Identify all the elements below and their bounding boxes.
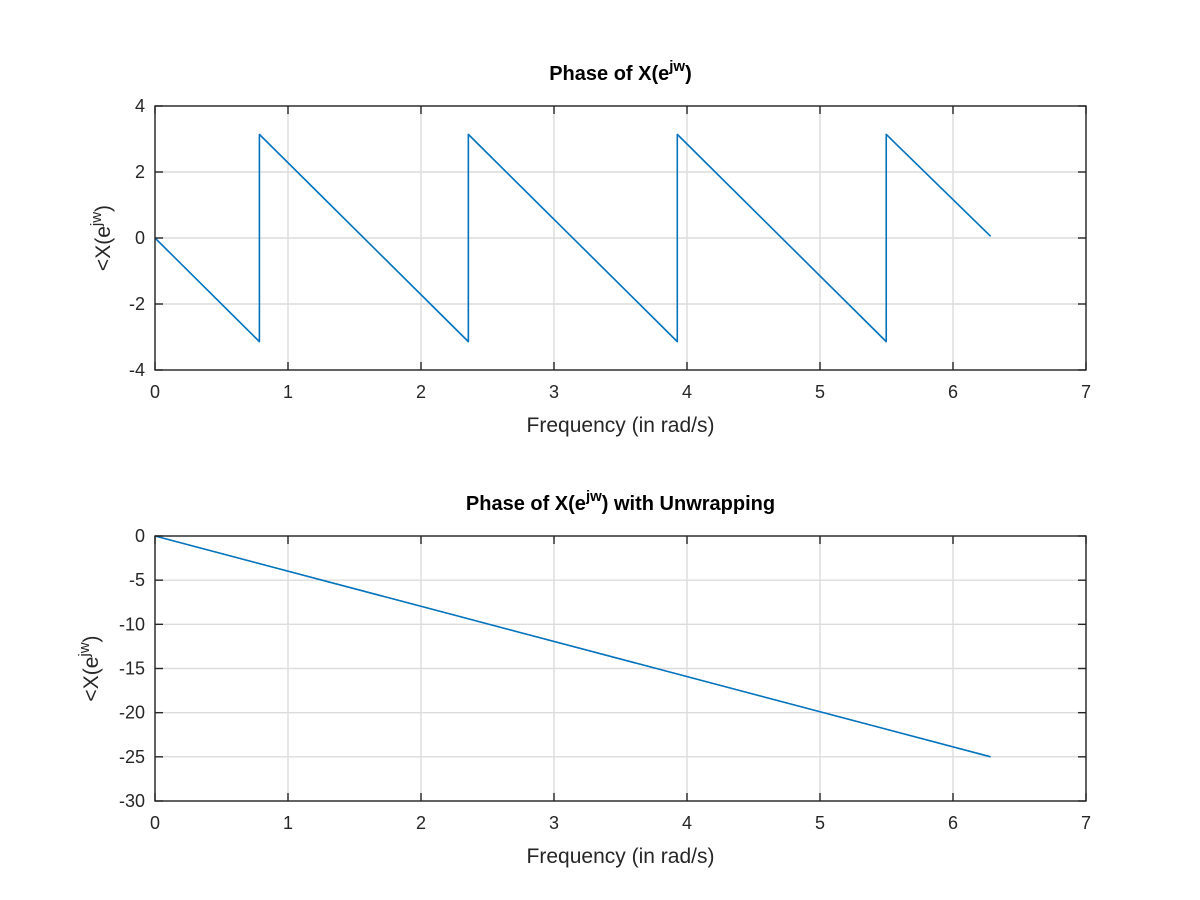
x-tick-label: 2 xyxy=(416,813,426,833)
x-tick-label: 5 xyxy=(815,382,825,402)
x-tick-label: 7 xyxy=(1081,382,1091,402)
x-tick-label: 2 xyxy=(416,382,426,402)
ylabel-superscript: jw xyxy=(76,642,93,657)
grid xyxy=(154,105,1087,371)
x-tick-label: 3 xyxy=(549,813,559,833)
series-line xyxy=(154,535,991,758)
plot-title: Phase of X(ejw) with Unwrapping xyxy=(466,488,775,515)
x-tick-label: 3 xyxy=(549,382,559,402)
y-tick-label: -2 xyxy=(129,294,145,314)
y-axis-label: <X(ejw) xyxy=(88,205,115,271)
x-tick-label: 4 xyxy=(682,813,692,833)
unwrapped-phase-plot: 0 1 2 3 4 5 6 7 0 -5 -10 -15 -20 -25 -30 Phase of X(ej… xyxy=(76,488,1091,868)
series-line xyxy=(154,133,992,343)
phase-plot: 0 1 2 3 4 5 6 7 4 2 0 -2 -4 Phase of X(ejw) Frequenc… xyxy=(88,58,1091,437)
x-tick-label: 5 xyxy=(815,813,825,833)
y-tick-label: -20 xyxy=(119,703,145,723)
series-group xyxy=(154,535,991,758)
series-group xyxy=(154,133,992,343)
x-tick-label: 0 xyxy=(150,382,160,402)
x-tick-label: 1 xyxy=(283,382,293,402)
x-tick-label: 1 xyxy=(283,813,293,833)
y-tick-label: -10 xyxy=(119,614,145,634)
tick-group: 0 1 2 3 4 5 6 7 4 2 0 -2 -4 xyxy=(129,96,1091,402)
ylabel-superscript: jw xyxy=(88,212,105,227)
title-superscript: jw xyxy=(585,488,602,505)
x-tick-label: 4 xyxy=(682,382,692,402)
y-tick-label: -30 xyxy=(119,791,145,811)
tick-group: 0 1 2 3 4 5 6 7 0 -5 -10 -15 -20 -25 -30 xyxy=(119,526,1091,833)
x-tick-label: 6 xyxy=(948,813,958,833)
y-tick-label: 4 xyxy=(135,96,145,116)
title-superscript: jw xyxy=(668,58,685,75)
x-tick-label: 7 xyxy=(1081,813,1091,833)
x-tick-label: 6 xyxy=(948,382,958,402)
x-axis-label: Frequency (in rad/s) xyxy=(527,414,715,437)
y-tick-label: 0 xyxy=(135,228,145,248)
y-tick-label: 2 xyxy=(135,162,145,182)
y-tick-label: -4 xyxy=(129,360,145,380)
x-tick-label: 0 xyxy=(150,813,160,833)
x-axis-label: Frequency (in rad/s) xyxy=(527,845,715,868)
y-tick-label: -15 xyxy=(119,659,145,679)
grid xyxy=(154,535,1087,802)
y-tick-label: -5 xyxy=(129,570,145,590)
plot-title: Phase of X(ejw) xyxy=(549,58,692,85)
y-tick-label: 0 xyxy=(135,526,145,546)
y-axis-label: <X(ejw) xyxy=(76,635,103,701)
y-tick-label: -25 xyxy=(119,747,145,767)
